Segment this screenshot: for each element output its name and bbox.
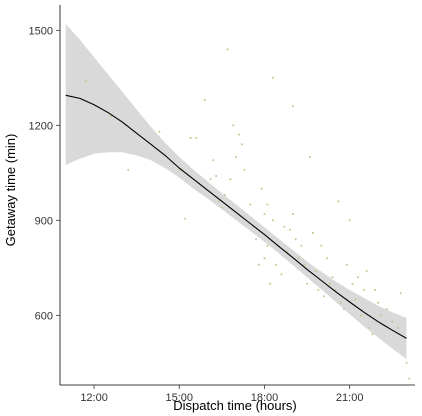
data-point-71 [377, 301, 380, 304]
data-point-57 [337, 200, 340, 203]
y-tick-label-0: 600 [35, 310, 53, 322]
data-point-22 [249, 203, 252, 206]
data-point-50 [317, 289, 320, 291]
data-point-36 [280, 273, 283, 276]
data-point-9 [209, 178, 212, 181]
x-axis-title: Dispatch time (hours) [173, 398, 297, 413]
y-tick-label-3: 1500 [29, 25, 53, 37]
x-tick-label-0: 12:00 [80, 392, 108, 404]
confidence-band [65, 24, 407, 359]
y-tick-label-1: 900 [35, 215, 53, 227]
y-axis-title: Getaway time (min) [3, 134, 18, 247]
data-point-78 [408, 377, 411, 380]
data-point-41 [291, 105, 294, 108]
data-point-54 [328, 282, 331, 285]
data-point-45 [303, 263, 306, 266]
data-point-47 [308, 156, 311, 158]
data-point-56 [334, 289, 337, 291]
data-point-60 [345, 263, 348, 266]
data-point-40 [291, 213, 294, 215]
x-tick-label-1: 15:00 [166, 392, 194, 404]
data-point-26 [260, 187, 263, 190]
data-point-21 [243, 168, 246, 171]
data-point-6 [189, 137, 192, 139]
data-point-52 [323, 295, 326, 298]
y-tick-label-2: 1200 [29, 120, 53, 132]
data-point-61 [348, 219, 351, 222]
data-point-62 [351, 282, 354, 285]
data-point-29 [266, 244, 269, 247]
data-point-55 [331, 276, 334, 279]
data-point-13 [220, 206, 223, 209]
data-point-44 [300, 244, 303, 247]
data-point-64 [357, 276, 360, 279]
data-point-4 [178, 168, 181, 171]
data-point-68 [368, 327, 371, 329]
x-tick-label-2: 18:00 [251, 392, 279, 404]
data-point-16 [229, 178, 232, 181]
data-point-53 [326, 257, 328, 260]
data-point-49 [314, 270, 317, 272]
data-point-30 [266, 203, 269, 206]
data-point-75 [397, 327, 399, 329]
data-point-63 [354, 298, 357, 301]
confidence-band-layer [65, 24, 407, 359]
data-point-76 [399, 292, 402, 295]
data-point-17 [232, 124, 235, 127]
data-point-7 [195, 137, 198, 139]
data-point-27 [263, 257, 266, 260]
data-point-43 [297, 257, 300, 260]
data-point-19 [237, 133, 240, 136]
x-tick-label-3: 21:00 [336, 392, 364, 404]
data-point-73 [385, 308, 388, 310]
data-point-69 [371, 333, 374, 336]
data-point-25 [257, 263, 260, 266]
data-point-2 [127, 168, 130, 171]
data-point-10 [212, 159, 215, 162]
data-point-74 [391, 320, 394, 323]
data-point-59 [343, 308, 345, 310]
data-point-42 [294, 238, 297, 241]
data-point-28 [263, 213, 266, 215]
data-point-8 [203, 99, 206, 101]
data-point-20 [240, 143, 243, 146]
data-point-77 [405, 361, 408, 364]
data-point-70 [374, 289, 377, 291]
data-point-34 [274, 263, 277, 266]
data-point-37 [283, 225, 286, 228]
fit-line-layer [65, 94, 407, 339]
data-point-31 [269, 282, 272, 285]
data-point-48 [311, 232, 314, 234]
axes: 12:00 15:00 18:00 21:00 600 900 1200 1500 [29, 5, 415, 404]
data-point-32 [272, 219, 274, 222]
data-point-51 [320, 244, 323, 247]
data-point-18 [235, 156, 238, 158]
data-point-11 [215, 175, 218, 177]
data-point-72 [379, 314, 382, 317]
data-point-58 [340, 301, 343, 304]
data-point-66 [362, 289, 365, 291]
data-point-0 [84, 80, 87, 82]
data-point-3 [158, 130, 161, 133]
data-point-39 [289, 228, 291, 231]
data-point-5 [184, 217, 186, 220]
points-layer [84, 48, 411, 380]
data-point-14 [223, 194, 226, 196]
data-point-12 [218, 200, 220, 203]
data-point-15 [226, 48, 229, 51]
data-point-65 [360, 314, 362, 317]
fit-line [65, 94, 407, 339]
data-point-67 [365, 270, 368, 272]
data-point-24 [255, 238, 257, 241]
data-point-33 [272, 76, 274, 79]
data-point-46 [306, 282, 309, 285]
